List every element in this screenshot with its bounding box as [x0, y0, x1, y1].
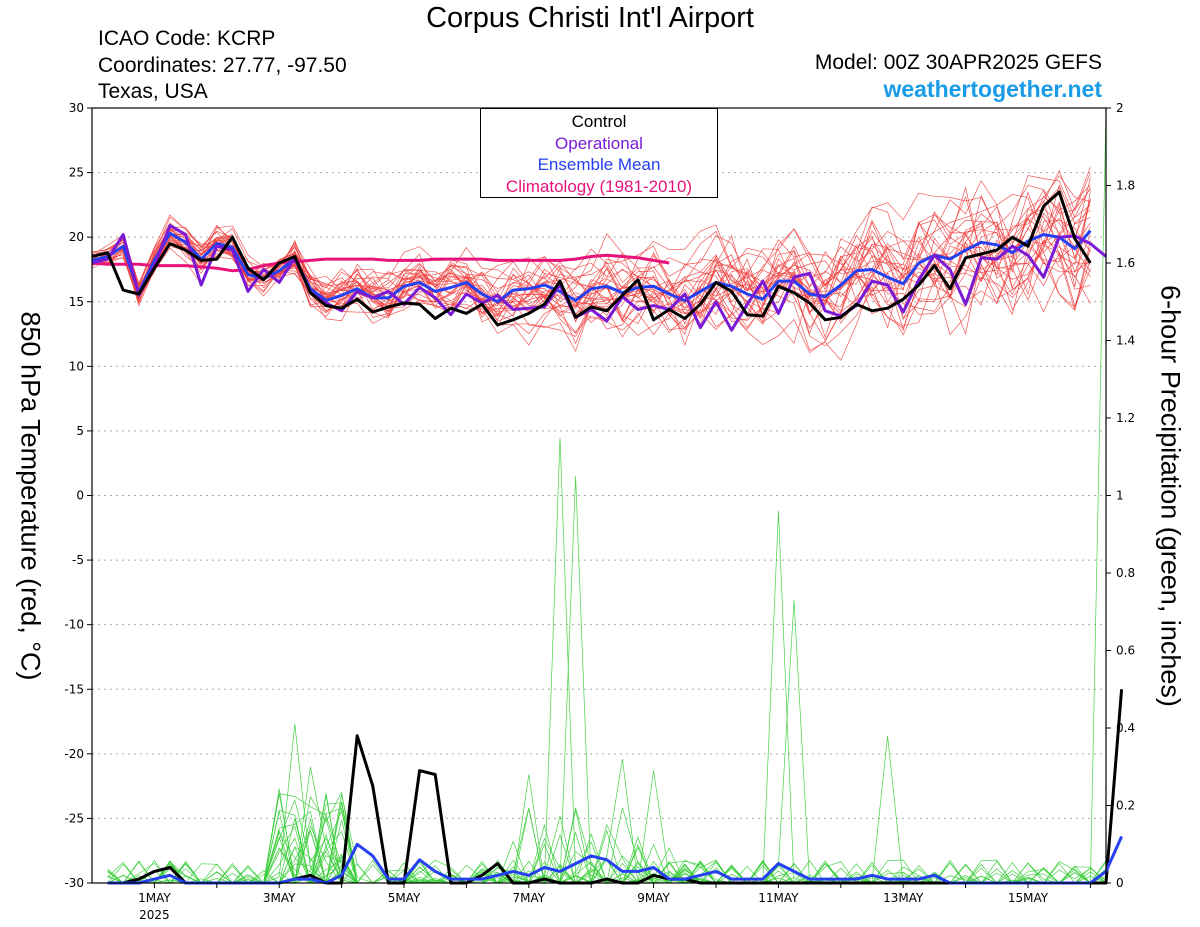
y-axis-label-left: 850 hPa Temperature (red, °C)	[15, 311, 46, 681]
main-series	[91, 190, 1124, 885]
precip-member-line	[107, 437, 1106, 884]
left-axis-ticks: 30 25 20 15 10 5 0 -5 -10 -15 -20 -25 -30	[64, 101, 92, 890]
coordinates: Coordinates: 27.77, -97.50	[98, 54, 347, 77]
y-axis-label-right: 6-hour Precipitation (green, inches)	[1155, 285, 1186, 707]
chart-title: Corpus Christi Int'l Airport	[426, 2, 754, 34]
y-tick-label: 0	[76, 489, 84, 503]
x-tick-sublabel: 2025	[139, 908, 170, 922]
gridlines	[92, 172, 1106, 819]
temp-operational-line	[91, 224, 1107, 332]
y-tick-label: 20	[69, 230, 84, 244]
precip-member-line	[107, 600, 1107, 884]
legend-operational: Operational	[555, 133, 643, 153]
y-tick-label: 30	[69, 101, 84, 115]
precip-ensemble-mean-line	[107, 835, 1123, 885]
x-tick-label: 9MAY	[637, 891, 670, 905]
y-tick-label: -25	[64, 811, 84, 825]
y2-tick-label: 1	[1116, 489, 1124, 503]
icao-code: ICAO Code: KCRP	[98, 27, 276, 50]
y-tick-label: 25	[69, 166, 84, 180]
x-tick-label: 11MAY	[758, 891, 799, 905]
y-tick-label: -5	[72, 553, 84, 567]
y-tick-label: 5	[76, 424, 84, 438]
y2-tick-label: 1.4	[1116, 334, 1135, 348]
model-run: Model: 00Z 30APR2025 GEFS	[814, 51, 1102, 74]
right-axis-ticks: 2 1.8 1.6 1.4 1.2 1 0.8 0.6 0.4 0.2 0	[1106, 101, 1135, 890]
legend-control: Control	[571, 112, 627, 131]
y2-tick-label: 0.6	[1116, 644, 1135, 658]
temp-member-line	[91, 200, 1091, 322]
y-tick-label: -20	[64, 747, 84, 761]
x-tick-label: 1MAY	[138, 891, 171, 905]
y2-tick-label: 1.8	[1116, 179, 1135, 193]
temp-member-line	[91, 190, 1091, 347]
precip-member-line	[107, 809, 1106, 884]
x-tick-label: 5MAY	[388, 891, 421, 905]
precip-member-line	[107, 809, 1106, 884]
y2-tick-label: 2	[1116, 101, 1124, 115]
y-tick-label: 15	[69, 295, 84, 309]
temp-ensemble-mean-line	[91, 229, 1092, 304]
y2-tick-label: 0	[1116, 876, 1124, 890]
precip-member-line	[107, 808, 1107, 884]
x-tick-label: 3MAY	[263, 891, 296, 905]
legend-climatology: Climatology (1981-2010)	[505, 176, 693, 196]
temp-climatology-line	[91, 253, 670, 273]
precip-member-line	[107, 758, 1106, 884]
y2-tick-label: 0.8	[1116, 566, 1135, 580]
site-link[interactable]: weathertogether.net	[883, 76, 1102, 102]
temp-member-line	[91, 206, 1091, 329]
region: Texas, USA	[98, 80, 208, 103]
y2-tick-label: 0.2	[1116, 799, 1135, 813]
y2-tick-label: 0.4	[1116, 721, 1135, 735]
y2-tick-label: 1.6	[1116, 256, 1135, 270]
precip-member-line	[107, 810, 1106, 884]
precip-member-line	[107, 510, 1106, 884]
legend: Control Operational Ensemble Mean Climat…	[480, 108, 718, 198]
precip-member-line	[107, 820, 1106, 884]
temp-member-line	[91, 193, 1091, 318]
precip-member-line	[107, 476, 1106, 884]
y-tick-label: 10	[69, 359, 84, 373]
temp-member-line	[91, 229, 1091, 322]
precip-member-line	[107, 770, 1106, 884]
temp-control-line	[91, 190, 1092, 327]
y-tick-label: -15	[64, 682, 84, 696]
x-tick-label: 15MAY	[1008, 891, 1049, 905]
x-tick-label: 7MAY	[512, 891, 545, 905]
y-tick-label: -10	[64, 618, 84, 632]
precip-member-line	[107, 816, 1106, 884]
temp-member-line	[91, 175, 1091, 347]
x-axis-ticks: 1MAY 2025 3MAY 5MAY 7MAY 9MAY 11MAY 13MAY 15MAY	[138, 883, 1091, 922]
y2-tick-label: 1.2	[1116, 411, 1135, 425]
temp-member-line	[91, 225, 1091, 335]
y-tick-label: -30	[64, 876, 84, 890]
precip-member-line	[107, 774, 1107, 884]
legend-ensemble-mean: Ensemble Mean	[537, 155, 661, 174]
x-tick-label: 13MAY	[883, 891, 924, 905]
precip-control-line	[107, 689, 1124, 885]
temp-member-line	[91, 191, 1091, 335]
